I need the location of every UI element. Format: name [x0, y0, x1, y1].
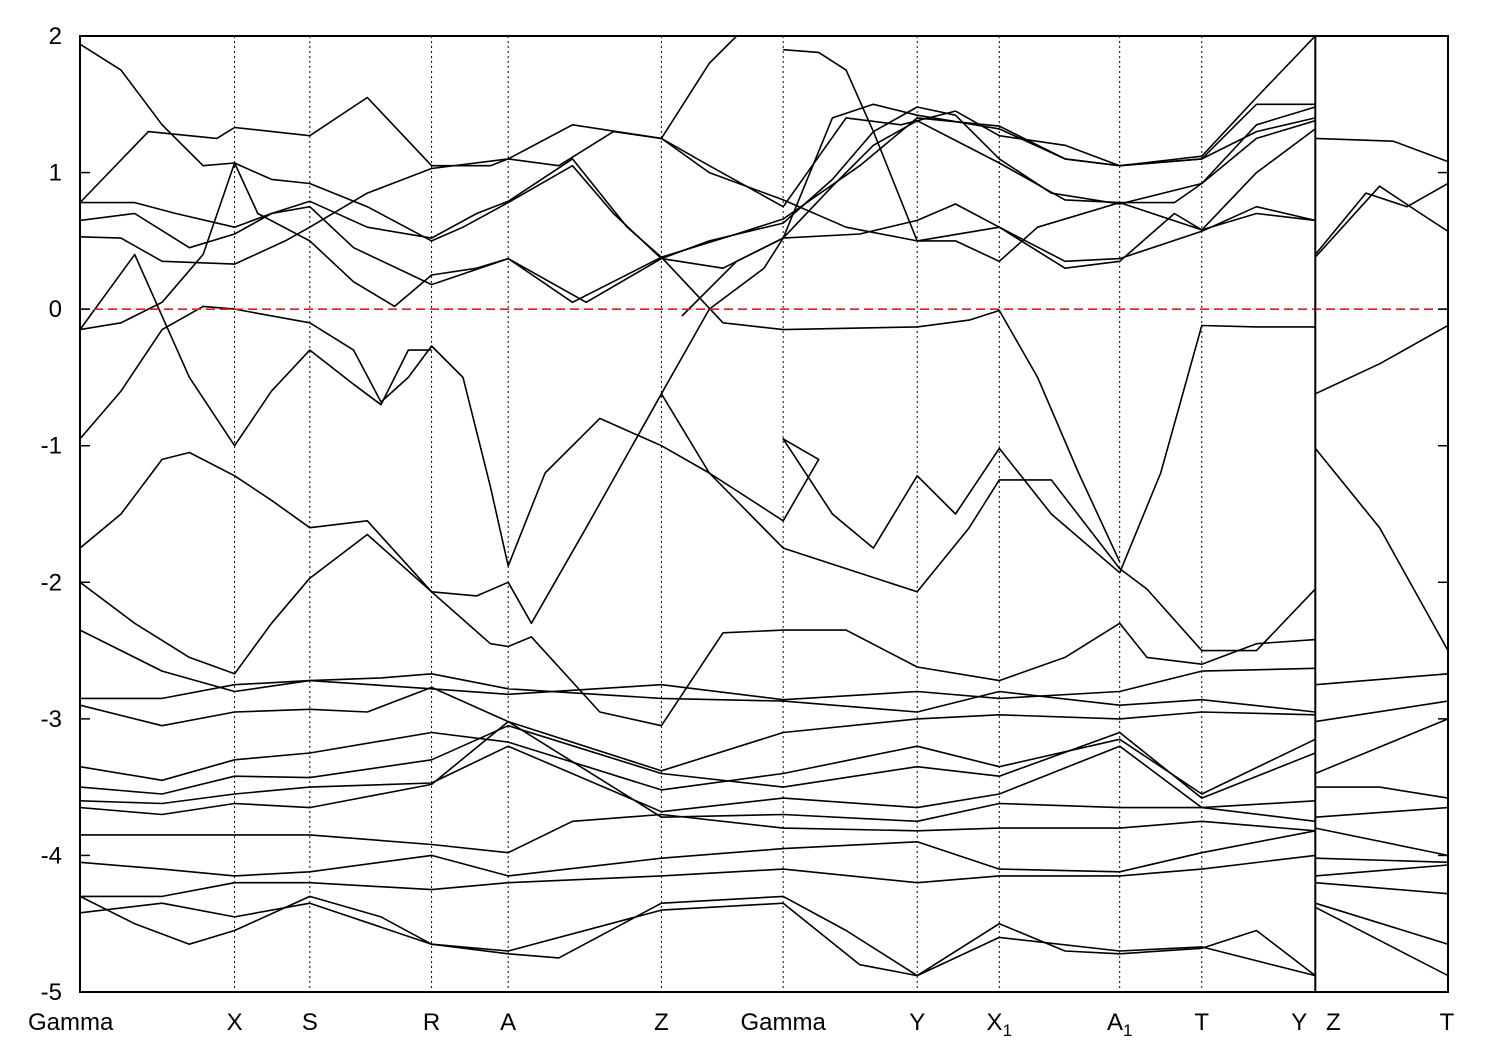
band-line-23 — [660, 256, 1121, 563]
band-line-27 — [80, 36, 1316, 208]
band-line-4 — [80, 162, 1316, 331]
ytick-label: -4 — [41, 842, 62, 869]
xtick-label-t: T — [1440, 1009, 1455, 1036]
xtick-label-z: Z — [654, 1009, 669, 1036]
xtick-label-s: S — [302, 1009, 318, 1036]
xtick-label-gamma: Gamma — [28, 1009, 114, 1036]
band-line-10 — [80, 686, 1448, 775]
ytick-label: -2 — [41, 569, 62, 596]
symmetry-gridlines — [234, 36, 1203, 992]
xtick-label-x1: X1 — [987, 1009, 1012, 1040]
band-line-6 — [80, 393, 1448, 652]
xtick-label-gamma: Gamma — [740, 1009, 826, 1036]
band-line-21 — [660, 103, 1316, 395]
xtick-label-a1: A1 — [1107, 1009, 1132, 1040]
xtick-label-y: Y — [1291, 1009, 1307, 1036]
band-line-8 — [80, 629, 1448, 701]
band-line-22 — [660, 36, 738, 139]
ytick-label: -5 — [41, 979, 62, 1006]
x-axis-ticks: Gamma X S R A Z Gamma Y X1 A1 T Y Z T — [28, 1009, 1455, 1040]
band-line-17 — [80, 854, 1448, 945]
band-line-18 — [80, 895, 1448, 977]
xtick-label-a: A — [500, 1009, 516, 1036]
band-line-25 — [80, 253, 432, 447]
band-line-5 — [80, 305, 1448, 574]
band-line-12 — [80, 724, 1448, 818]
band-line-15 — [80, 813, 1448, 877]
band-line-7 — [80, 533, 1316, 727]
plot-frame — [79, 35, 1449, 993]
xtick-label-y: Y — [909, 1009, 925, 1036]
band-line-13 — [80, 745, 1448, 857]
ytick-label: 0 — [49, 296, 62, 323]
band-line-14 — [80, 720, 1448, 864]
xtick-label-z: Z — [1326, 1009, 1341, 1036]
ytick-label: -1 — [41, 433, 62, 460]
band-line-26 — [783, 48, 1316, 263]
plot-border — [79, 35, 1449, 993]
band-line-9 — [80, 673, 1448, 723]
y-axis-ticks: 2 1 0 -1 -2 -3 -4 -5 — [41, 23, 1448, 1006]
ytick-label: 2 — [49, 23, 62, 50]
xtick-label-x: X — [227, 1009, 243, 1036]
band-line-16 — [80, 830, 1448, 895]
band-line-19 — [80, 895, 1316, 977]
band-line-11 — [80, 731, 1448, 799]
ytick-label: 1 — [49, 160, 62, 187]
band-line-24 — [80, 205, 662, 304]
ytick-label: -3 — [41, 706, 62, 733]
xtick-label-t: T — [1194, 1009, 1209, 1036]
xtick-label-r: R — [423, 1009, 440, 1036]
band-lines — [80, 36, 1448, 977]
